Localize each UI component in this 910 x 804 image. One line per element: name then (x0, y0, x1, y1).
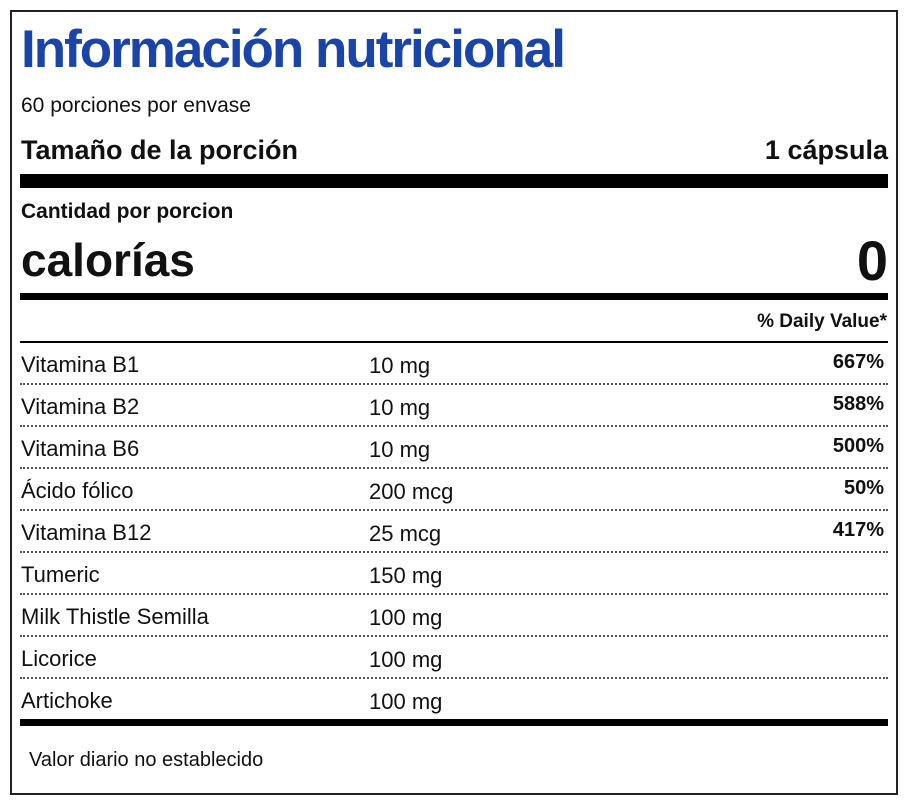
nutrient-row-vitamin-b6: Vitamina B6 10 mg 500% (20, 427, 888, 469)
amount-per-serving: Cantidad por porcion (21, 200, 234, 223)
servings-per-container: 60 porciones por envase (21, 94, 251, 117)
nutrient-daily-value: 417% (832, 519, 884, 541)
nutrient-row-milk-thistle: Milk Thistle Semilla 100 mg (20, 595, 888, 637)
divider-thin (20, 341, 888, 343)
nutrient-row-folic-acid: Ácido fólico 200 mcg 50% (20, 469, 888, 511)
daily-value-header: % Daily Value* (757, 311, 887, 332)
nutrient-amount: 25 mcg (369, 521, 442, 546)
nutrient-amount: 10 mg (369, 353, 431, 378)
serving-size-label: Tamaño de la porción (21, 135, 299, 165)
nutrient-list: Vitamina B1 10 mg 667% Vitamina B2 10 mg… (20, 343, 888, 721)
nutrient-daily-value: 500% (832, 435, 884, 457)
nutrient-amount: 200 mcg (369, 479, 454, 504)
nutrient-name: Milk Thistle Semilla (21, 604, 209, 629)
nutrient-daily-value: 588% (832, 393, 884, 415)
nutrient-name: Vitamina B2 (21, 394, 140, 419)
nutrient-row-vitamin-b2: Vitamina B2 10 mg 588% (20, 385, 888, 427)
nutrient-daily-value: 50% (843, 477, 884, 499)
nutrient-amount: 150 mg (369, 563, 443, 588)
divider-bottom (20, 719, 888, 726)
nutrient-name: Artichoke (21, 688, 113, 713)
nutrient-amount: 100 mg (369, 605, 443, 630)
serving-size-value: 1 cápsula (764, 135, 888, 165)
footnote: Valor diario no establecido (29, 749, 264, 771)
nutrition-facts-panel: Información nutricional 60 porciones por… (10, 10, 898, 795)
nutrient-row-licorice: Licorice 100 mg (20, 637, 888, 679)
nutrient-name: Ácido fólico (21, 478, 134, 503)
nutrient-amount: 10 mg (369, 437, 431, 462)
nutrient-row-vitamin-b12: Vitamina B12 25 mcg 417% (20, 511, 888, 553)
nutrient-name: Tumeric (21, 562, 100, 587)
nutrient-name: Vitamina B6 (21, 436, 140, 461)
nutrient-row-tumeric: Tumeric 150 mg (20, 553, 888, 595)
nutrient-row-vitamin-b1: Vitamina B1 10 mg 667% (20, 343, 888, 385)
nutrient-name: Vitamina B12 (21, 520, 152, 545)
divider-thick (20, 174, 888, 188)
calories-value: 0 (856, 229, 888, 292)
nutrient-amount: 10 mg (369, 395, 431, 420)
nutrient-name: Vitamina B1 (21, 352, 140, 377)
nutrient-amount: 100 mg (369, 647, 443, 672)
nutrient-amount: 100 mg (369, 689, 443, 714)
nutrient-name: Licorice (21, 646, 97, 671)
divider-medium (20, 293, 888, 300)
nutrient-row-artichoke: Artichoke 100 mg (20, 679, 888, 721)
calories-label: calorías (21, 234, 195, 286)
panel-title: Información nutricional (21, 20, 566, 79)
nutrient-daily-value: 667% (832, 351, 884, 373)
